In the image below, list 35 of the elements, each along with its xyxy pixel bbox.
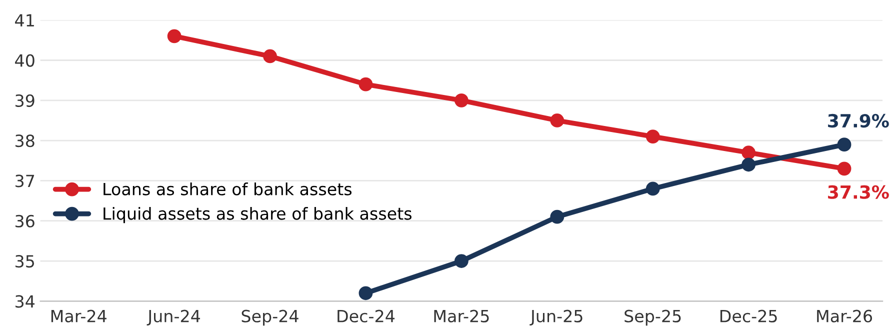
y-tick-label: 41	[15, 14, 34, 26]
y-tick-label: 38	[16, 134, 34, 148]
x-tick-label: Dec-25	[720, 310, 777, 322]
x-tick-label: Sep-25	[624, 310, 681, 326]
x-tick-label: Sep-24	[242, 310, 298, 326]
data-label: 37.9%	[828, 114, 889, 128]
x-tick-label: Dec-24	[338, 310, 395, 322]
point	[646, 182, 660, 196]
point	[742, 158, 756, 172]
x-tick-label: Mar-26	[817, 310, 872, 322]
point	[837, 138, 852, 152]
y-tick-label: 36	[16, 214, 34, 228]
point	[550, 210, 564, 224]
y-tick-label: 35	[16, 254, 34, 268]
x-tick-label: Mar-25	[434, 310, 489, 322]
point	[454, 93, 468, 108]
point	[742, 146, 756, 160]
point	[454, 254, 468, 268]
point	[358, 286, 373, 300]
legend-label: Loans as share of bank assets	[104, 182, 352, 196]
x-tick-label: Mar-24	[51, 310, 106, 322]
y-tick-label: 39	[16, 94, 34, 107]
x-tick-label: Jun-25	[530, 310, 582, 326]
y-tick-label: 40	[15, 54, 34, 67]
y-tick-label: 37	[16, 174, 34, 188]
point	[550, 114, 564, 128]
data-label: 37.3%	[828, 185, 889, 199]
point	[837, 162, 852, 176]
point	[646, 130, 660, 144]
legend-label: Liquid assets as share of bank assets	[104, 206, 412, 224]
point	[263, 49, 277, 64]
point	[167, 29, 182, 44]
point	[358, 77, 373, 92]
y-tick-label: 34	[16, 295, 35, 308]
x-tick-label: Jun-24	[146, 310, 200, 326]
